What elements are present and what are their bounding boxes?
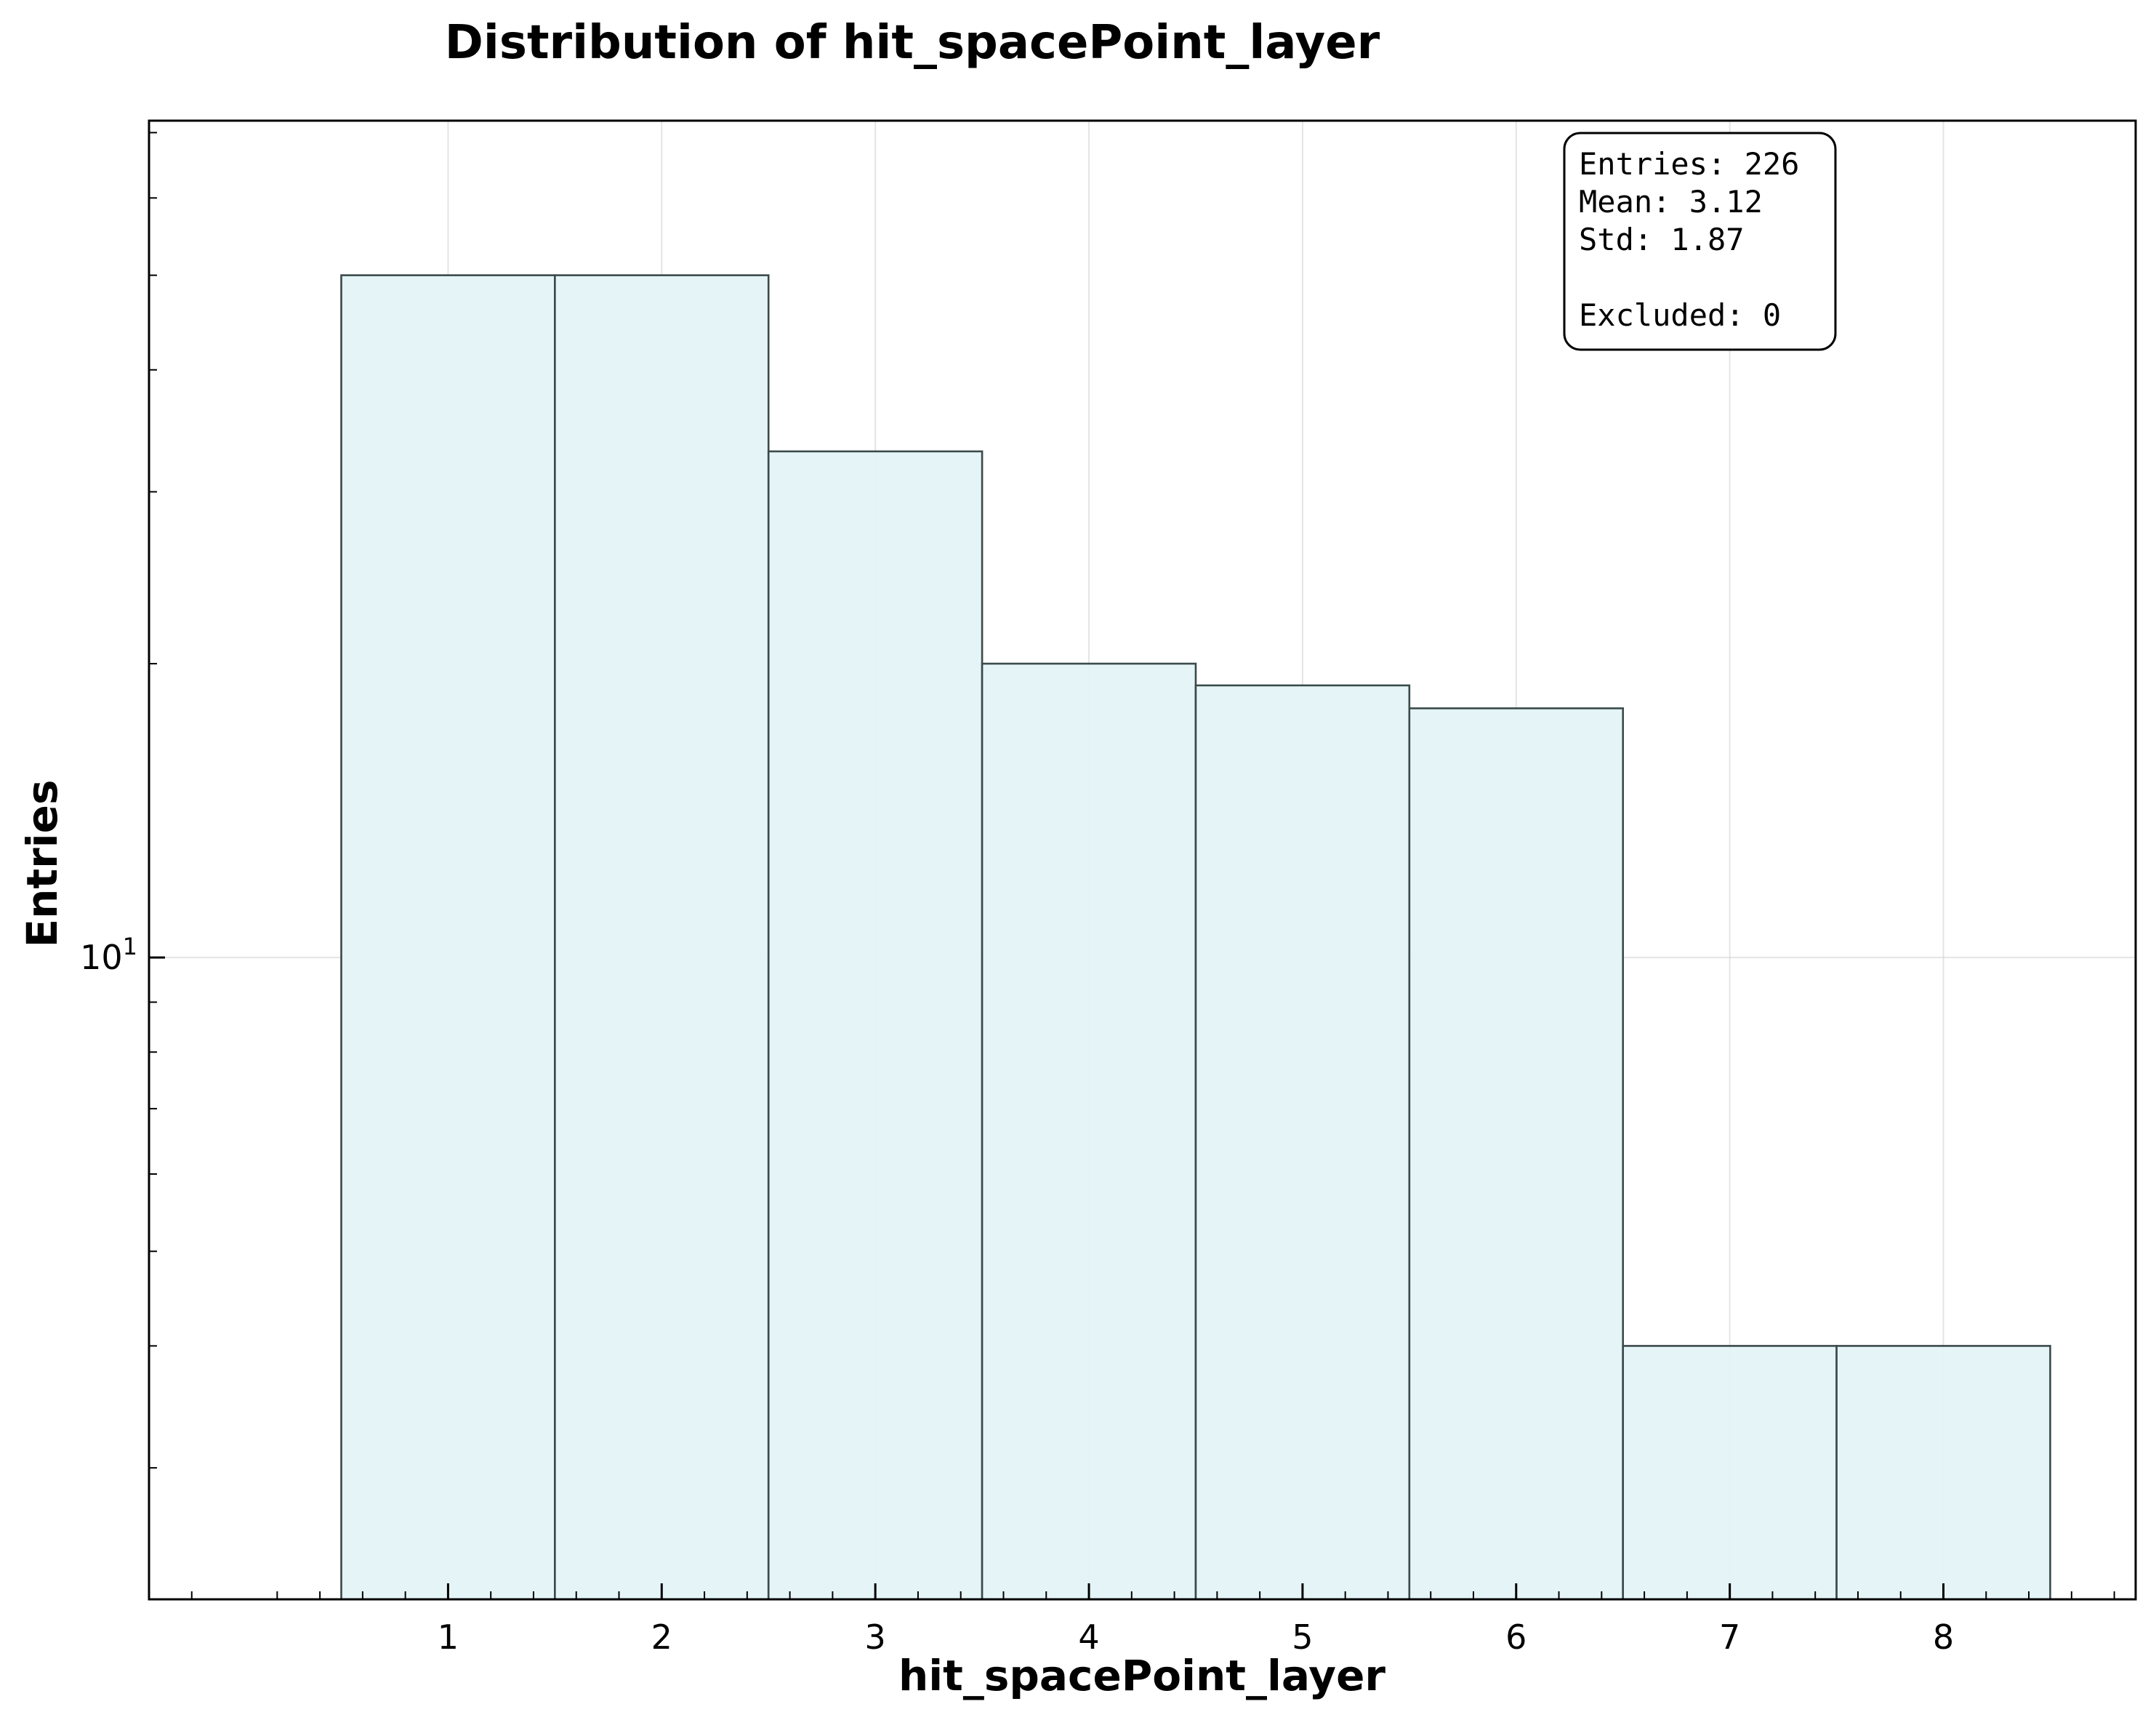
x-tick-label-6: 6: [1505, 1617, 1527, 1657]
plot-frame: [148, 119, 2137, 1601]
bar-7: [1622, 1345, 1838, 1601]
stats-box: Entries: 226 Mean: 3.12 Std: 1.87 Exclud…: [1563, 132, 1837, 351]
bar-1: [340, 274, 556, 1601]
stats-std: Std: 1.87: [1579, 222, 1745, 257]
x-tick-label-7: 7: [1719, 1617, 1740, 1657]
chart-title: Distribution of hit_spacePoint_layer: [445, 16, 1380, 70]
stats-entries: Entries: 226: [1579, 146, 1799, 182]
x-tick-label-4: 4: [1078, 1617, 1099, 1657]
x-tick-label-2: 2: [651, 1617, 672, 1657]
bar-3: [767, 450, 984, 1601]
y-tick-label-10: 101: [80, 933, 137, 977]
histogram-bars: [340, 274, 2051, 1601]
x-tick-label-3: 3: [865, 1617, 886, 1657]
axis-ticks: 1 2 3 4 5 6 7 8 101: [80, 132, 2115, 1657]
x-tick-label-1: 1: [438, 1617, 459, 1657]
bar-5: [1194, 684, 1411, 1601]
x-tick-label-8: 8: [1933, 1617, 1954, 1657]
stats-mean: Mean: 3.12: [1579, 184, 1763, 220]
x-axis-label: hit_spacePoint_layer: [898, 1651, 1385, 1700]
y-axis-label: Entries: [17, 780, 67, 948]
stats-box-frame: [1563, 132, 1837, 351]
x-tick-label-5: 5: [1292, 1617, 1313, 1657]
stats-excluded: Excluded: 0: [1579, 297, 1781, 333]
bar-8: [1835, 1345, 2051, 1601]
bar-2: [554, 274, 770, 1601]
bar-6: [1408, 707, 1625, 1601]
bar-4: [981, 662, 1197, 1601]
